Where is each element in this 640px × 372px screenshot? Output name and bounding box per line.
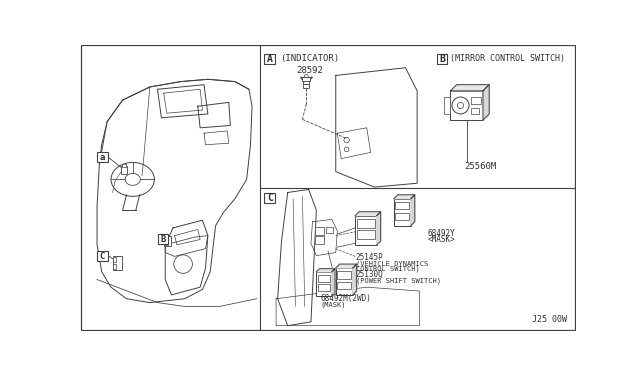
Polygon shape — [353, 264, 356, 295]
Text: B: B — [160, 235, 166, 244]
Bar — [337, 282, 351, 289]
Bar — [444, 97, 451, 114]
Bar — [264, 193, 275, 203]
Text: 25560M: 25560M — [465, 162, 497, 171]
Bar — [303, 77, 310, 81]
Bar — [316, 272, 332, 296]
Bar — [97, 153, 108, 163]
Text: (MIRROR CONTROL SWITCH): (MIRROR CONTROL SWITCH) — [451, 54, 566, 63]
Text: a: a — [100, 153, 105, 162]
Text: 28592: 28592 — [296, 65, 323, 74]
Bar — [396, 202, 410, 209]
Text: 25145P: 25145P — [356, 253, 383, 262]
Bar — [472, 97, 481, 104]
Polygon shape — [316, 269, 335, 272]
Polygon shape — [332, 269, 335, 296]
Bar — [164, 242, 168, 245]
Text: C: C — [267, 193, 273, 203]
Bar — [318, 275, 330, 282]
Bar — [355, 216, 377, 245]
Bar — [157, 234, 168, 244]
Polygon shape — [483, 85, 489, 120]
Bar — [303, 84, 309, 88]
Polygon shape — [394, 195, 415, 199]
Bar — [358, 230, 374, 240]
Polygon shape — [355, 212, 381, 216]
Bar — [315, 227, 324, 235]
Bar — [318, 284, 330, 291]
Bar — [326, 227, 333, 233]
Text: C: C — [100, 251, 105, 260]
Text: (INDICATOR): (INDICATOR) — [280, 54, 339, 63]
Bar — [436, 54, 447, 64]
Bar — [472, 108, 479, 114]
Text: A: A — [267, 54, 273, 64]
Bar — [336, 268, 353, 295]
Text: (POWER SHIFT SWITCH): (POWER SHIFT SWITCH) — [356, 277, 441, 283]
Bar — [303, 81, 309, 84]
Text: 68492Y: 68492Y — [428, 229, 455, 238]
Polygon shape — [377, 212, 381, 245]
Bar — [337, 271, 351, 279]
Bar — [451, 91, 483, 120]
Text: J25 00W: J25 00W — [532, 315, 566, 324]
Text: B: B — [439, 54, 445, 64]
Bar — [315, 236, 324, 244]
Bar — [113, 257, 116, 262]
Polygon shape — [336, 264, 356, 268]
Text: (MASK): (MASK) — [320, 302, 346, 308]
Text: 25130Q: 25130Q — [356, 270, 383, 279]
Text: 68492M(2WD): 68492M(2WD) — [320, 294, 371, 303]
Bar — [164, 235, 172, 246]
Bar — [358, 219, 374, 228]
Bar — [97, 251, 108, 261]
Bar — [264, 54, 275, 64]
Bar — [164, 237, 168, 240]
Bar — [396, 212, 410, 220]
Text: (VEHICLE DYNAMICS: (VEHICLE DYNAMICS — [356, 260, 428, 267]
Bar — [394, 199, 411, 225]
Bar — [113, 256, 122, 270]
Bar — [122, 164, 125, 167]
Bar — [113, 264, 116, 269]
Polygon shape — [451, 85, 489, 91]
Polygon shape — [411, 195, 415, 225]
Bar — [121, 166, 127, 174]
Text: <MASK>: <MASK> — [428, 235, 455, 244]
Text: CONTROL SWITCH): CONTROL SWITCH) — [356, 266, 420, 272]
